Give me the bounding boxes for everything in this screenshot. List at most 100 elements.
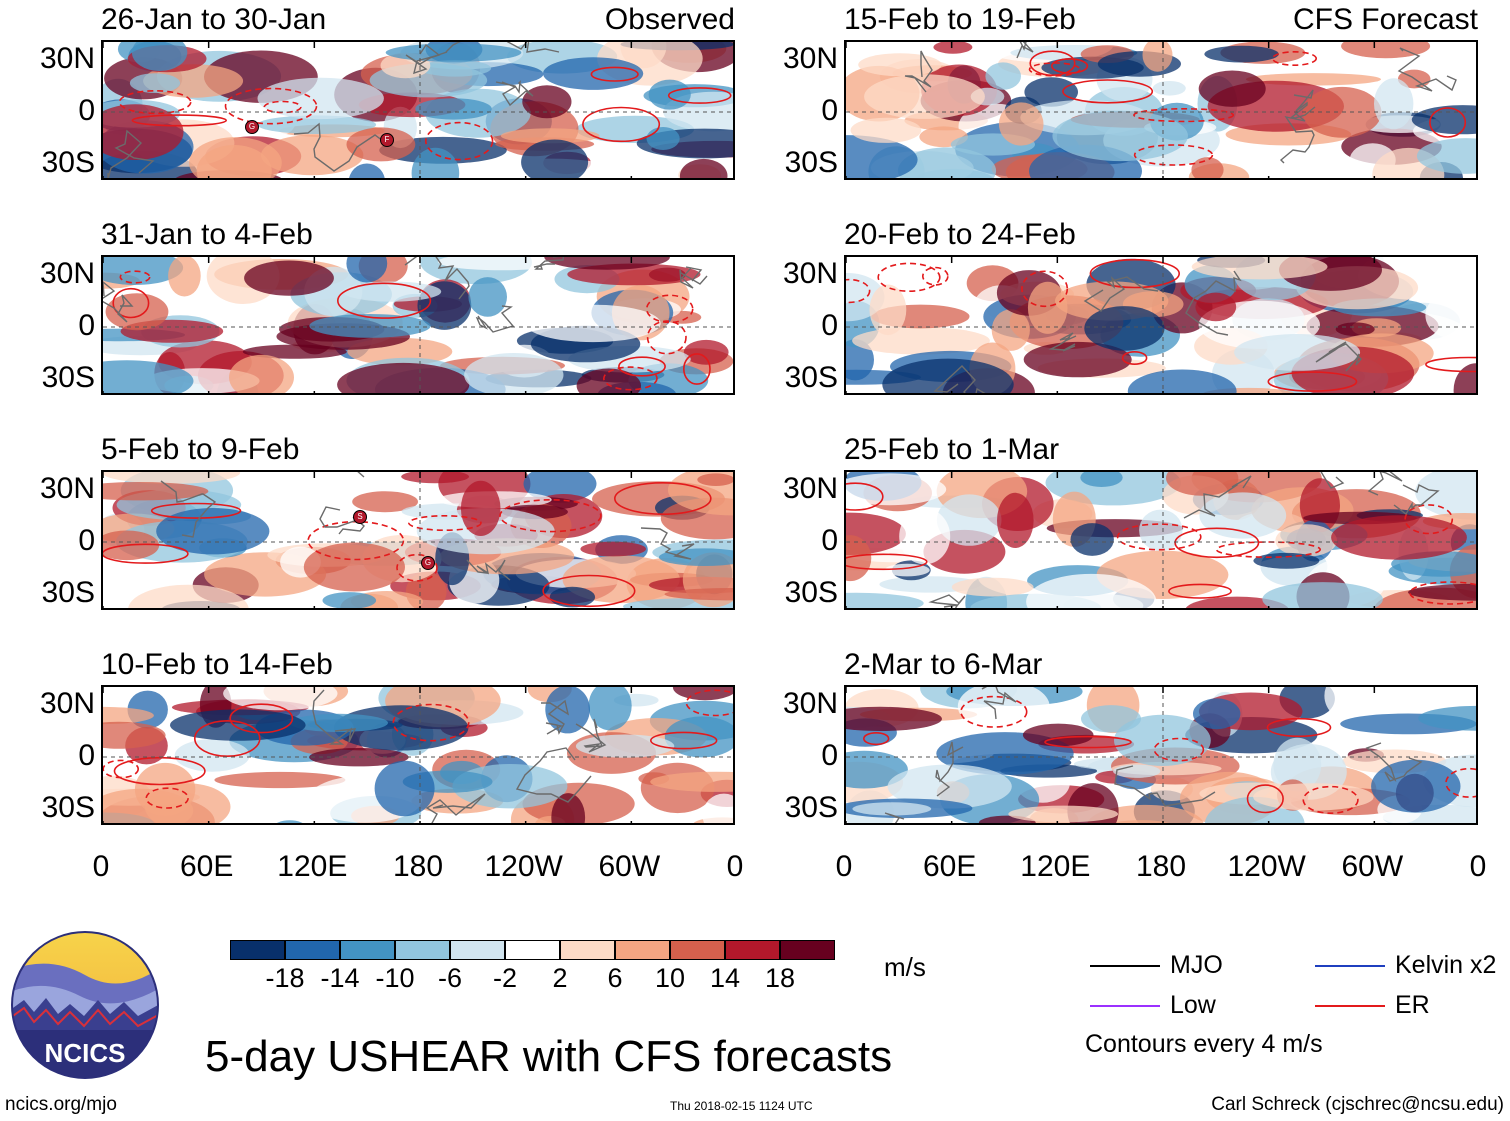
lon-label: 120W	[1227, 850, 1306, 883]
coastline	[1315, 341, 1362, 372]
coastline	[1114, 765, 1216, 807]
coastline	[1397, 47, 1457, 92]
shear-field	[103, 687, 733, 823]
colorbar-swatch	[340, 940, 395, 960]
coastline	[1320, 472, 1345, 489]
coastline	[312, 689, 357, 745]
shading-blob	[464, 353, 564, 393]
shading-blob	[846, 135, 918, 178]
er-contour	[846, 278, 871, 304]
footer-url[interactable]: ncics.org/mjo	[5, 1094, 117, 1115]
colorbar-label: -2	[492, 963, 517, 993]
er-contour	[1044, 735, 1132, 749]
shading-blob	[846, 473, 947, 506]
coastline	[1393, 483, 1440, 516]
shading-blob	[1139, 509, 1183, 551]
er-contour	[1404, 504, 1454, 535]
colorbar-label: 2	[552, 963, 568, 993]
lat-label: 0	[821, 94, 838, 127]
lat-label: 30N	[39, 257, 95, 290]
shading-blob	[156, 508, 270, 555]
shading-blob	[214, 771, 346, 789]
er-contour	[1089, 258, 1180, 289]
lon-label: 0	[1469, 850, 1487, 883]
lat-label: 0	[821, 739, 838, 772]
map-panel	[101, 255, 735, 395]
er-contour	[1246, 784, 1284, 814]
shading-blob	[349, 163, 385, 178]
shading-blob	[1024, 77, 1078, 107]
er-contour	[113, 756, 206, 786]
er-contour	[1029, 50, 1076, 77]
shading-blob	[1374, 78, 1414, 130]
shading-blob	[887, 764, 1012, 809]
er-contour	[1028, 62, 1081, 77]
panel-title: 25-Feb to 1-Mar	[844, 433, 1060, 466]
shading-blob	[1080, 472, 1123, 487]
er-contour	[1062, 79, 1154, 104]
shading-blob	[899, 508, 951, 565]
storm-marker: F	[380, 133, 394, 147]
shading-blob	[846, 535, 872, 582]
map-panel	[844, 685, 1478, 825]
lat-label: 30S	[41, 146, 95, 179]
colorbar-label: 14	[709, 963, 741, 993]
coastline	[515, 747, 592, 803]
shading-blob	[850, 117, 922, 143]
er-contour	[667, 87, 732, 104]
er-contour	[229, 703, 294, 734]
contour-note: Contours every 4 m/s	[1085, 1030, 1323, 1058]
lon-label: 180	[1135, 850, 1187, 883]
er-contour	[194, 719, 261, 758]
er-contour	[863, 731, 890, 746]
shading-blob	[103, 360, 194, 393]
coastline	[935, 741, 964, 797]
shading-blob	[303, 542, 405, 592]
shading-blob	[105, 293, 169, 331]
er-contour	[1121, 351, 1148, 366]
coastline	[884, 812, 905, 823]
coastline	[1183, 475, 1252, 519]
er-contour	[646, 320, 687, 355]
shading-blob	[1084, 306, 1165, 351]
coastline	[928, 594, 966, 608]
coastline	[1185, 270, 1242, 336]
shading-blob	[1324, 687, 1384, 723]
shading-blob	[997, 492, 1034, 548]
er-contour	[103, 543, 189, 564]
shading-blob	[401, 472, 469, 484]
footer-author: Carl Schreck (cjschrec@ncsu.edu)	[1211, 1094, 1504, 1115]
coastline	[541, 699, 570, 735]
coastline	[293, 122, 384, 172]
colorbar-swatch	[285, 940, 340, 960]
er-contour	[1429, 107, 1467, 138]
shading-blob	[103, 788, 194, 823]
colorbar-swatch	[780, 940, 835, 960]
shading-blob	[1114, 714, 1211, 766]
lat-label: 0	[78, 524, 95, 557]
shear-field	[846, 42, 1476, 178]
shading-blob	[103, 482, 209, 501]
er-contour	[1271, 51, 1318, 66]
shading-blob	[991, 309, 1030, 351]
shading-blob	[1204, 45, 1279, 63]
lon-label: 60W	[1341, 850, 1404, 883]
lat-label: 30N	[782, 687, 838, 720]
shading-blob	[1199, 492, 1287, 539]
coastline	[160, 480, 217, 538]
shading-blob	[1253, 783, 1374, 811]
shading-blob	[103, 472, 241, 484]
shading-blob	[672, 687, 733, 701]
shading-blob	[1198, 70, 1266, 107]
shading-blob	[549, 586, 596, 608]
shading-blob	[679, 158, 728, 178]
shading-blob	[846, 592, 924, 608]
shading-blob	[1191, 257, 1328, 280]
er-contour	[499, 499, 602, 533]
shading-blob	[869, 284, 907, 336]
shading-blob	[103, 104, 184, 160]
map-panel	[844, 255, 1478, 395]
coastline	[679, 266, 708, 289]
legend-label: Low	[1170, 991, 1216, 1019]
coastline	[933, 365, 986, 393]
